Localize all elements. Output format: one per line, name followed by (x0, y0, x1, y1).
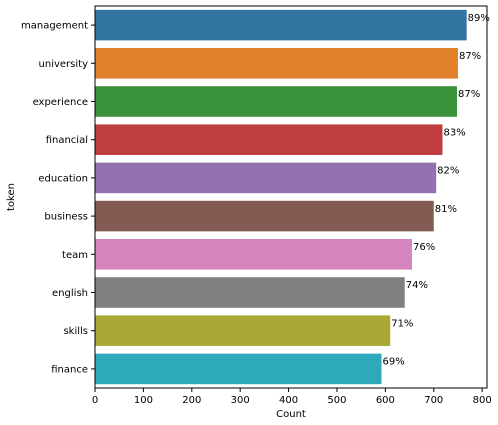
x-axis-title: Count (276, 409, 306, 420)
y-axis-title: token (6, 183, 17, 211)
x-axis-ticks: 0 100 200 300 400 500 600 700 800 (92, 388, 492, 406)
bar-education (95, 162, 437, 194)
data-labels-group: 89% 87% 87% 83% 82% 81% 76% 74% 71% 69% (382, 13, 489, 368)
data-label-finance: 69% (382, 357, 404, 368)
y-tick-label-skills: skills (63, 326, 88, 337)
bar-business (95, 200, 434, 232)
x-tick-label-200: 200 (182, 395, 201, 406)
bar-finance (95, 353, 382, 385)
y-tick-label-management: management (21, 21, 88, 32)
y-tick-label-experience: experience (33, 97, 88, 108)
x-tick-label-800: 800 (473, 395, 492, 406)
data-label-management: 89% (468, 13, 490, 24)
y-tick-label-team: team (62, 250, 88, 261)
data-label-experience: 87% (458, 89, 480, 100)
y-tick-label-education: education (38, 173, 88, 184)
bar-experience (95, 86, 457, 117)
data-label-education: 82% (437, 166, 459, 177)
bars-group (95, 9, 467, 385)
data-label-english: 74% (406, 280, 428, 291)
x-tick-label-400: 400 (279, 395, 298, 406)
y-tick-label-english: english (52, 288, 88, 299)
x-tick-label-700: 700 (424, 395, 443, 406)
data-label-university: 87% (459, 51, 481, 62)
bar-financial (95, 124, 443, 155)
x-tick-label-100: 100 (134, 395, 153, 406)
x-tick-label-0: 0 (92, 395, 98, 406)
bar-management (95, 9, 467, 41)
x-tick-label-300: 300 (231, 395, 250, 406)
data-label-skills: 71% (391, 318, 413, 329)
bar-team (95, 239, 412, 270)
x-tick-label-500: 500 (327, 395, 346, 406)
bar-skills (95, 315, 391, 346)
data-label-financial: 83% (443, 127, 465, 138)
plot-frame (94, 5, 488, 389)
data-label-team: 76% (413, 242, 435, 253)
y-tick-label-finance: finance (51, 364, 88, 375)
data-label-business: 81% (435, 204, 457, 215)
y-axis-ticks: management university experience financial e… (21, 21, 95, 375)
y-tick-label-business: business (44, 212, 88, 223)
bar-university (95, 48, 458, 79)
y-tick-label-university: university (39, 59, 89, 70)
y-tick-label-financial: financial (46, 135, 88, 146)
bar-english (95, 277, 405, 308)
x-tick-label-600: 600 (376, 395, 395, 406)
